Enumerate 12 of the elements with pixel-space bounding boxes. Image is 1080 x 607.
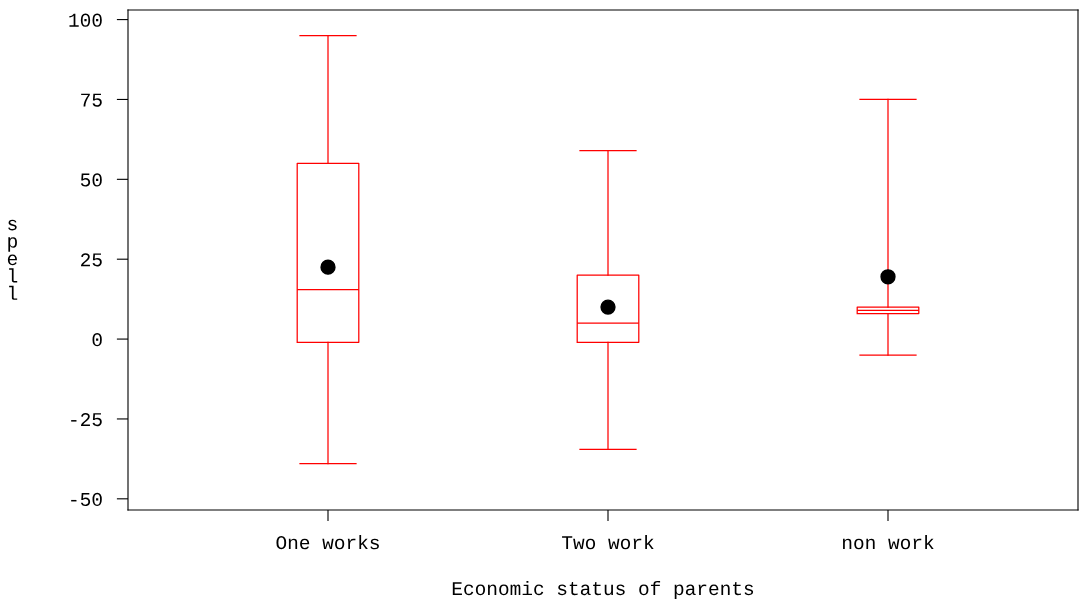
y-tick-label: 75	[81, 93, 102, 107]
x-tick-label: non work	[843, 535, 934, 550]
y-tick-label: -25	[71, 412, 102, 427]
x-axis-title: Economic status of parents	[452, 580, 754, 600]
y-tick-label: 100	[69, 13, 102, 27]
x-tick-label: One works	[276, 535, 379, 550]
y-tick-label: 25	[81, 253, 102, 267]
y-tick-label: 50	[80, 173, 102, 187]
x-tick-label: Two work	[562, 535, 654, 550]
y-tick-label: 0	[92, 333, 102, 347]
y-axis-title: spell	[7, 219, 18, 300]
y-tick-label: -50	[71, 492, 102, 507]
